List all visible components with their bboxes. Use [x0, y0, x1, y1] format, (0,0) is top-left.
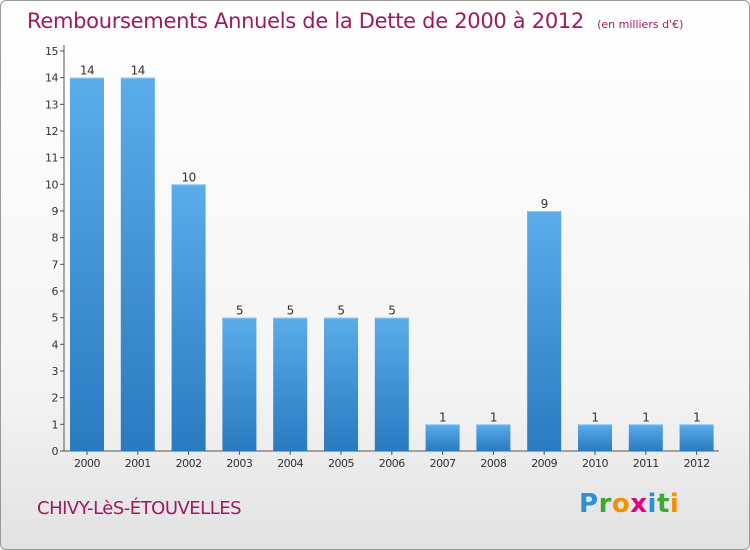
logo-letter: x	[630, 489, 648, 519]
y-tick-label: 6	[52, 285, 59, 298]
data-label: 5	[337, 304, 344, 318]
x-tick-label: 2004	[277, 457, 303, 470]
y-tick-label: 11	[45, 152, 58, 165]
y-tick-label: 2	[52, 392, 59, 405]
x-tick-label: 2006	[379, 457, 405, 470]
data-label: 10	[181, 170, 195, 184]
data-label: 5	[388, 304, 395, 318]
bar-2007	[425, 424, 460, 451]
y-tick-label: 10	[45, 178, 58, 191]
logo-letter: r	[598, 489, 612, 519]
y-tick-label: 12	[45, 125, 58, 138]
bar-2004	[273, 317, 308, 451]
x-tick-label: 2002	[176, 457, 202, 470]
x-tick-label: 2000	[74, 457, 100, 470]
x-tick-label: 2010	[582, 457, 608, 470]
y-tick-label: 4	[52, 338, 59, 351]
y-tick-label: 9	[52, 205, 59, 218]
bar-2012	[679, 424, 714, 451]
proxiti-logo: Proxiti	[579, 489, 679, 519]
bar-2010	[578, 424, 612, 451]
bar-2009	[527, 211, 562, 451]
x-tick-label: 2005	[328, 457, 354, 470]
bar-2008	[476, 424, 511, 451]
x-tick-label: 2008	[480, 457, 506, 470]
data-label: 14	[131, 64, 145, 78]
bar-2011	[628, 424, 663, 451]
data-label: 1	[642, 410, 649, 424]
y-tick-label: 5	[52, 312, 59, 325]
x-tick-label: 2003	[226, 457, 252, 470]
commune-name: CHIVY-LèS-ÉTOUVELLES	[37, 498, 242, 519]
logo-letter: i	[669, 489, 680, 519]
x-tick-label: 2009	[531, 457, 557, 470]
bar-2006	[374, 317, 409, 451]
y-tick-label: 15	[45, 45, 58, 58]
x-tick-label: 2011	[633, 457, 659, 470]
y-tick-label: 8	[52, 232, 59, 245]
logo-letter: i	[647, 489, 657, 519]
y-tick-label: 7	[52, 258, 59, 271]
logo-letter: t	[656, 489, 670, 519]
logo-letter: o	[611, 489, 631, 519]
data-label: 9	[541, 197, 548, 211]
logo-letter: P	[579, 489, 599, 519]
bar-2002	[171, 184, 206, 452]
data-label: 5	[287, 304, 294, 318]
title-block: Remboursements Annuels de la Dette de 20…	[27, 9, 683, 33]
x-tick-label: 2001	[125, 457, 151, 470]
bar-2001	[120, 77, 155, 452]
bar-2003	[222, 317, 257, 451]
y-tick-label: 14	[45, 72, 58, 85]
x-tick-label: 2007	[430, 457, 456, 470]
chart-unit: (en milliers d'€)	[597, 18, 684, 31]
chart-title: Remboursements Annuels de la Dette de 20…	[27, 9, 584, 33]
data-label: 14	[80, 64, 94, 78]
data-label: 1	[693, 410, 700, 424]
x-tick-label: 2012	[684, 457, 710, 470]
y-tick-label: 0	[52, 445, 59, 458]
bar-2005	[324, 317, 358, 451]
data-label: 1	[439, 410, 446, 424]
bar-2000	[70, 77, 104, 452]
y-tick-label: 1	[52, 418, 59, 431]
data-label: 1	[591, 410, 598, 424]
y-tick-label: 3	[52, 365, 59, 378]
y-tick-label: 13	[45, 98, 58, 111]
data-label: 1	[490, 410, 497, 424]
data-label: 5	[236, 304, 243, 318]
